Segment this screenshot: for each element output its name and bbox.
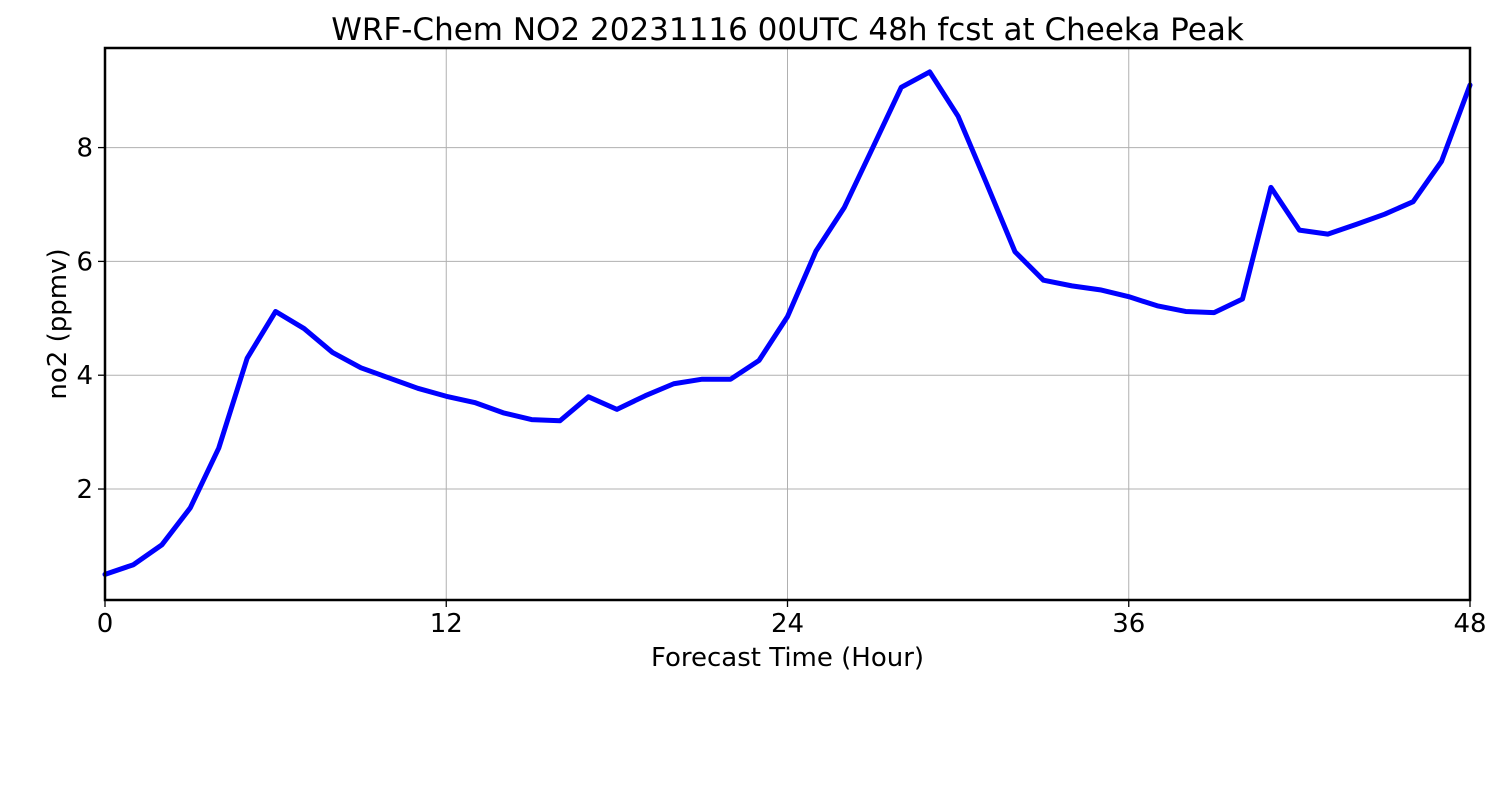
x-tick-label: 48 xyxy=(1453,609,1486,639)
y-tick-label: 6 xyxy=(76,247,93,277)
y-tick-label: 8 xyxy=(76,134,93,164)
x-tick-label: 24 xyxy=(771,609,804,639)
y-axis-label: no2 (ppmv) xyxy=(43,248,73,399)
series-line xyxy=(102,69,1473,577)
x-axis-label: Forecast Time (Hour) xyxy=(651,643,924,673)
series-layer xyxy=(102,69,1473,577)
y-tick-label: 4 xyxy=(76,361,93,391)
grid xyxy=(104,48,1471,600)
chart-title: WRF-Chem NO2 20231116 00UTC 48h fcst at … xyxy=(331,12,1244,48)
x-tick-label: 0 xyxy=(97,609,114,639)
x-tick-label: 36 xyxy=(1112,609,1145,639)
x-tick-label: 12 xyxy=(430,609,463,639)
y-tick-label: 2 xyxy=(76,475,93,505)
